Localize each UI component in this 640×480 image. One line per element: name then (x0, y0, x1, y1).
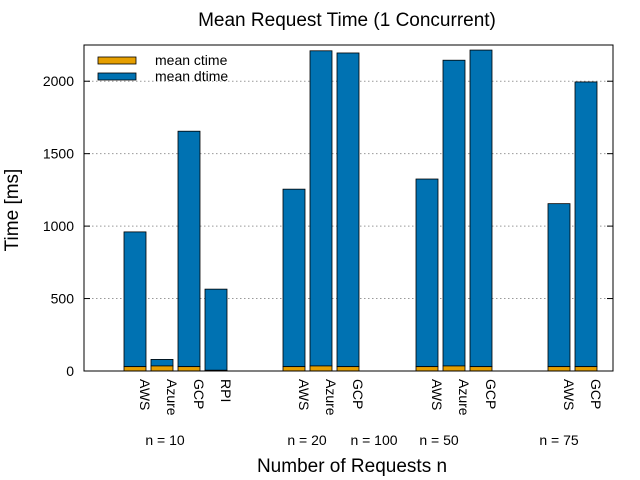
bar-ctime (574, 366, 598, 372)
bar-dtime (204, 288, 228, 371)
legend-swatch (97, 56, 137, 65)
category-label: AWS (137, 379, 153, 410)
group-label: n = 10 (145, 432, 185, 448)
category-label: RPI (218, 379, 234, 402)
y-tick-label: 1500 (43, 146, 74, 162)
bar-dtime (415, 178, 439, 368)
category-label: Azure (164, 379, 180, 416)
group-labels: n = 10 n = 20 n = 100 n = 50 n = 75 (145, 432, 579, 448)
category-label: AWS (296, 379, 312, 410)
bar-dtime (123, 231, 147, 368)
legend-swatch (97, 72, 137, 81)
category-label: AWS (429, 379, 445, 410)
category-label: Azure (456, 379, 472, 416)
bar-ctime (469, 366, 493, 372)
group-label: n = 75 (539, 432, 579, 448)
category-label: GCP (350, 379, 366, 409)
group-label: n = 100 (350, 432, 397, 448)
category-label: GCP (588, 379, 604, 409)
legend-label: mean dtime (155, 68, 228, 84)
bar-ctime (415, 366, 439, 372)
bar-ctime (123, 366, 147, 372)
bar-dtime (574, 81, 598, 368)
bar-dtime (177, 130, 201, 368)
bar-dtime (336, 52, 360, 368)
category-label: AWS (561, 379, 577, 410)
bar-dtime (309, 50, 333, 367)
bar-dtime (547, 203, 571, 368)
category-label: GCP (483, 379, 499, 409)
bar-ctime (150, 365, 174, 372)
bar-ctime (442, 365, 466, 372)
bar-dtime (282, 188, 306, 368)
bar-dtime (150, 359, 174, 367)
bar-dtime (469, 49, 493, 368)
chart-title: Mean Request Time (1 Concurrent) (198, 10, 496, 31)
plot-frame (83, 44, 614, 372)
bar-dtime (442, 59, 466, 367)
category-label: GCP (191, 379, 207, 409)
y-axis-ticks: 0 500 1000 1500 2000 (43, 73, 613, 379)
bar-ctime (282, 366, 306, 372)
bar-ctime (547, 366, 571, 372)
x-axis-label: Number of Requests n (257, 456, 447, 477)
y-axis-label: Time [ms] (2, 169, 23, 252)
group-label: n = 50 (419, 432, 459, 448)
bar-ctime (177, 366, 201, 372)
legend-label: mean ctime (155, 52, 228, 68)
y-tick-label: 500 (51, 291, 75, 307)
bars (123, 49, 598, 372)
bar-ctime (336, 366, 360, 372)
category-label: Azure (323, 379, 339, 416)
y-tick-label: 2000 (43, 73, 74, 89)
bar-ctime (309, 365, 333, 372)
y-tick-label: 1000 (43, 218, 74, 234)
category-labels: AWS Azure GCP RPI AWS Azure GCP AWS Azure GCP AWS G… (137, 379, 604, 416)
group-label: n = 20 (287, 432, 327, 448)
y-tick-label: 0 (66, 363, 74, 379)
